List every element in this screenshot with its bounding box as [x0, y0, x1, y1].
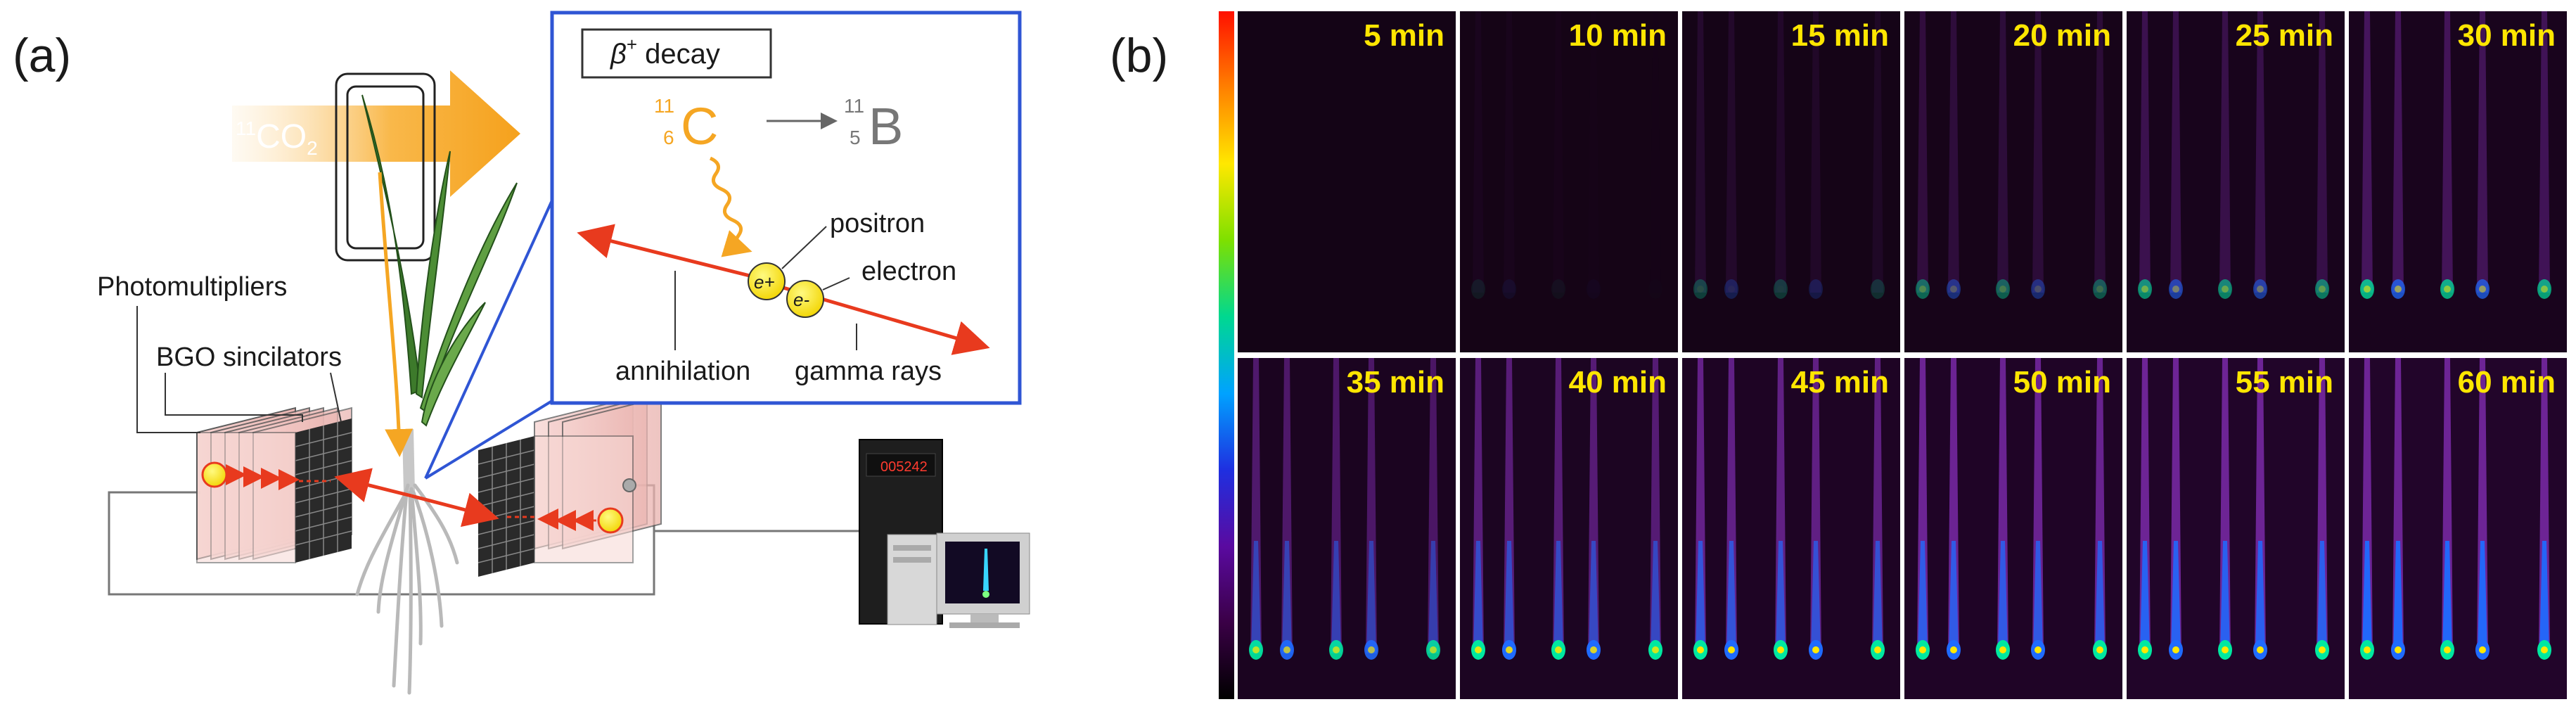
svg-text:e-: e- — [793, 289, 809, 310]
frame-time-label: 55 min — [2235, 365, 2333, 399]
daughter-symbol: B — [869, 97, 903, 155]
pet-frame: 35 min — [1238, 358, 1456, 699]
pet-frame: 15 min — [1682, 11, 1900, 352]
frame-time-label: 50 min — [2013, 365, 2111, 399]
frame-time-label: 35 min — [1346, 365, 1444, 399]
electron-label: electron — [861, 257, 956, 286]
daughter-mass: 11 — [844, 95, 864, 117]
positron-label: positron — [830, 209, 925, 238]
positron-particle — [748, 262, 786, 300]
pet-frame: 10 min — [1460, 11, 1678, 352]
co2-label: 11CO2 — [236, 117, 318, 159]
pet-frame: 45 min — [1682, 358, 1900, 699]
pet-frame: 60 min — [2349, 358, 2567, 699]
computer: 005242 — [859, 439, 1030, 628]
co2-arrow — [232, 70, 520, 197]
callout-lines — [424, 200, 553, 480]
pet-frame: 50 min — [1904, 358, 2122, 699]
time-series-grid: 5 min 10 min 15 min 20 min 25 min 30 min 35 mi… — [1238, 11, 2567, 699]
frame-time-label: 45 min — [1790, 365, 1889, 399]
detector-right — [478, 396, 662, 577]
annihilation-label: annihilation — [615, 357, 750, 386]
pet-frame: 55 min — [2127, 358, 2345, 699]
gamma-ray-left — [577, 224, 767, 282]
pet-frame: 30 min — [2349, 11, 2567, 352]
pet-frame: 20 min — [1904, 11, 2122, 352]
frame-time-label: 20 min — [2013, 18, 2111, 53]
parent-z: 6 — [663, 127, 674, 148]
frame-time-label: 40 min — [1568, 365, 1667, 399]
counter-display: 005242 — [880, 459, 928, 475]
frame-time-label: 15 min — [1790, 18, 1889, 53]
scintillator-array-left — [196, 407, 352, 563]
bgo-label: BGO sincilators — [156, 343, 342, 372]
frame-time-label: 25 min — [2235, 18, 2333, 53]
frame-time-label: 30 min — [2457, 18, 2556, 53]
daughter-z: 5 — [850, 127, 861, 148]
decay-title: β+ decay — [610, 34, 720, 70]
pet-frame: 40 min — [1460, 358, 1678, 699]
panel-a-label: (a) — [13, 29, 72, 82]
frame-time-label: 60 min — [2457, 365, 2556, 399]
frame-time-label: 10 min — [1568, 18, 1667, 53]
pet-frame: 25 min — [2127, 11, 2345, 352]
pet-frame: 5 min — [1238, 11, 1456, 352]
label-leaders — [136, 306, 342, 433]
frame-time-label: 5 min — [1364, 18, 1444, 53]
electron-particle — [786, 280, 824, 318]
central-gamma-rays — [334, 468, 499, 528]
positron-emission-wave — [709, 156, 752, 257]
pet-schematic: 11CO2 — [97, 11, 1030, 695]
carbon-flow-arrows — [378, 172, 414, 457]
panel-b-label: (b) — [1110, 29, 1169, 82]
colorbar — [1219, 11, 1234, 699]
photomultipliers-label: Photomultipliers — [97, 272, 287, 302]
parent-symbol: C — [681, 97, 718, 155]
svg-text:e+: e+ — [754, 271, 775, 293]
gamma-rays-label: gamma rays — [795, 357, 942, 386]
detector-left — [196, 407, 352, 563]
beta-decay-box: β+ decay 11 6 C 11 5 B e+ e- positron el… — [550, 11, 1022, 405]
parent-mass: 11 — [654, 95, 674, 117]
